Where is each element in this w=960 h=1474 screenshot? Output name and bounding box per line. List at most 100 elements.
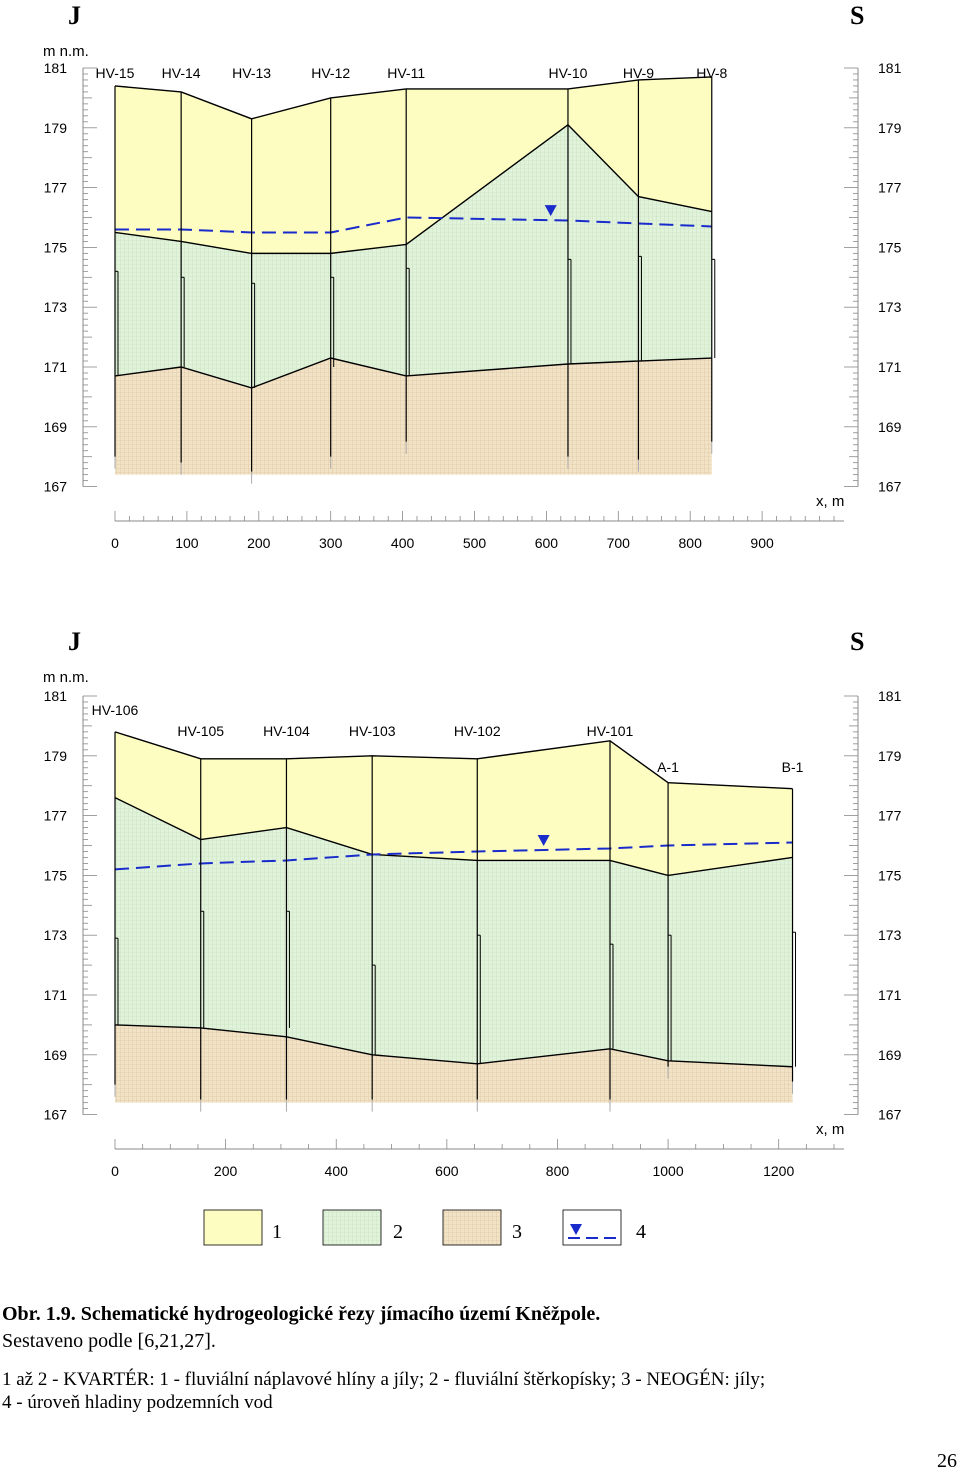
- water-level-triangle-icon: [537, 834, 550, 846]
- water-table-line: [115, 216, 712, 234]
- y-tick-label: 171: [878, 359, 902, 375]
- borehole-label: HV-102: [454, 723, 501, 739]
- borehole-label: HV-10: [549, 65, 588, 81]
- x-tick-label: 400: [325, 1163, 349, 1179]
- y-axis-unit-label: m n.m.: [43, 669, 89, 686]
- y-tick-label: 181: [44, 60, 68, 76]
- x-axis: 0 200 400 600 800 1000 1200: [111, 1139, 844, 1179]
- layer-3-area: [115, 358, 712, 475]
- layer-3-area: [115, 1024, 793, 1103]
- layer-2-area: [115, 124, 712, 388]
- y-tick-label: 167: [44, 479, 68, 495]
- x-axis: 0 100 200 300 400 500 600 700 800 900: [111, 511, 844, 551]
- orientation-south-west-label: J: [68, 1, 81, 30]
- y-tick-label: 167: [44, 1107, 68, 1123]
- water-level-marker: [537, 834, 550, 846]
- page-number: 26: [937, 1450, 957, 1472]
- quaternary-base-line: [114, 797, 793, 877]
- x-tick-label: 100: [175, 535, 199, 551]
- x-tick-label: 1200: [763, 1163, 794, 1179]
- layer-fills: [114, 76, 712, 475]
- x-tick-label: 900: [750, 535, 774, 551]
- x-tick-label: 500: [463, 535, 487, 551]
- borehole-label: HV-11: [387, 65, 425, 81]
- y-tick-label: 179: [878, 120, 902, 136]
- boreholes: [114, 731, 797, 1112]
- x-tick-label: 400: [391, 535, 415, 551]
- y-tick-label: 167: [878, 479, 902, 495]
- left-y-axis: 181 179 177 175 173 171 169 167: [44, 60, 97, 495]
- y-tick-label: 169: [878, 419, 902, 435]
- x-tick-label: 200: [247, 535, 271, 551]
- y-tick-label: 173: [878, 927, 902, 943]
- x-tick-label: 0: [111, 535, 119, 551]
- y-tick-label: 169: [878, 1047, 902, 1063]
- left-y-axis: 181 179 177 175 173 171 169 167: [44, 688, 97, 1123]
- y-tick-label: 173: [44, 299, 68, 315]
- y-tick-label: 169: [44, 419, 68, 435]
- figure-caption-description-continued: 4 - úroveň hladiny podzemních vod: [2, 1392, 273, 1413]
- borehole-label: HV-105: [177, 723, 224, 739]
- water-table-dashed-line: [115, 216, 712, 234]
- water-level-triangle-icon: [544, 205, 557, 217]
- ground-surface-line: [114, 76, 712, 120]
- legend-swatch-3: [442, 1209, 502, 1246]
- borehole-label: HV-101: [587, 723, 634, 739]
- x-tick-label: 600: [435, 1163, 459, 1179]
- layer-2-area: [115, 797, 793, 1067]
- x-axis-unit-label: x, m: [816, 1121, 844, 1138]
- figure-caption-description: 1 až 2 - KVARTÉR: 1 - fluviální náplavov…: [2, 1369, 766, 1390]
- borehole-label: HV-104: [263, 723, 310, 739]
- y-tick-label: 171: [878, 987, 902, 1003]
- borehole-label: A-1: [657, 759, 679, 775]
- right-y-axis: 181 179 177 175 173 171 169 167: [844, 60, 902, 495]
- cross-section-top: J S m n.m. x, m HV-15 HV-14 HV-13 HV-12 HV-1…: [43, 1, 902, 551]
- y-tick-label: 171: [44, 359, 68, 375]
- legend-label-4: 4: [636, 1221, 646, 1243]
- y-tick-label: 173: [44, 927, 68, 943]
- x-tick-label: 300: [319, 535, 343, 551]
- y-tick-label: 181: [878, 688, 902, 704]
- right-y-axis: 181 179 177 175 173 171 169 167: [844, 688, 902, 1123]
- neogene-top-line: [114, 357, 712, 389]
- layer-1-area: [115, 76, 712, 254]
- orientation-north-label: S: [850, 1, 864, 30]
- y-tick-label: 177: [44, 808, 68, 824]
- legend-swatch-2: [322, 1209, 382, 1246]
- y-tick-label: 179: [44, 120, 68, 136]
- borehole-label: HV-15: [96, 65, 135, 81]
- orientation-north-label: S: [850, 627, 864, 656]
- borehole-label: HV-9: [623, 65, 654, 81]
- y-axis-unit-label: m n.m.: [43, 43, 89, 60]
- cross-section-bottom: J S m n.m. x, m HV-106 HV-105 HV-104 HV-103…: [43, 627, 902, 1179]
- layer-1-area: [115, 731, 793, 876]
- borehole-label: HV-106: [92, 702, 139, 718]
- y-tick-label: 167: [878, 1107, 902, 1123]
- quaternary-base-line: [114, 123, 712, 255]
- x-tick-label: 600: [535, 535, 559, 551]
- legend-label-2: 2: [393, 1221, 403, 1243]
- x-tick-label: 800: [679, 535, 703, 551]
- orientation-south-west-label: J: [68, 627, 81, 656]
- x-tick-label: 200: [214, 1163, 238, 1179]
- y-tick-label: 181: [44, 688, 68, 704]
- borehole-label: HV-8: [696, 65, 727, 81]
- borehole-labels: HV-106 HV-105 HV-104 HV-103 HV-102 HV-101 A-1 B…: [92, 702, 804, 775]
- y-tick-label: 175: [878, 239, 902, 255]
- borehole-label: HV-13: [232, 65, 271, 81]
- borehole-labels: HV-15 HV-14 HV-13 HV-12 HV-11 HV-10 HV-9 HV-8: [96, 65, 728, 81]
- water-level-marker: [544, 205, 557, 217]
- legend-label-1: 1: [272, 1221, 282, 1243]
- borehole-label: B-1: [782, 759, 804, 775]
- y-tick-label: 173: [878, 299, 902, 315]
- neogene-top-line: [114, 1024, 793, 1068]
- y-tick-label: 171: [44, 987, 68, 1003]
- borehole-label: HV-12: [311, 65, 350, 81]
- y-tick-label: 181: [878, 60, 902, 76]
- x-tick-label: 800: [546, 1163, 570, 1179]
- figure-caption-title: Obr. 1.9. Schematické hydrogeologické ře…: [2, 1303, 601, 1325]
- borehole-label: HV-14: [162, 65, 201, 81]
- x-tick-label: 700: [607, 535, 631, 551]
- y-tick-label: 175: [44, 239, 68, 255]
